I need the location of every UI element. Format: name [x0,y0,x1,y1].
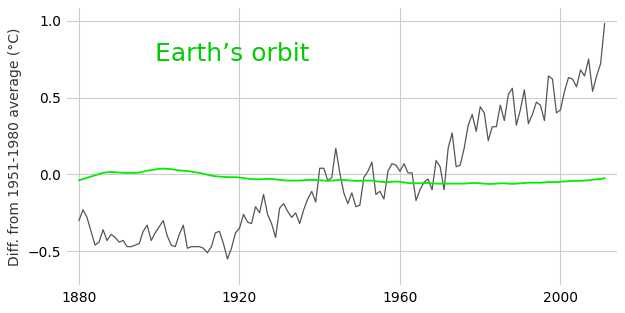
Text: Earth’s orbit: Earth’s orbit [154,42,309,65]
Y-axis label: Diff. from 1951-1980 average (°C): Diff. from 1951-1980 average (°C) [8,28,22,266]
